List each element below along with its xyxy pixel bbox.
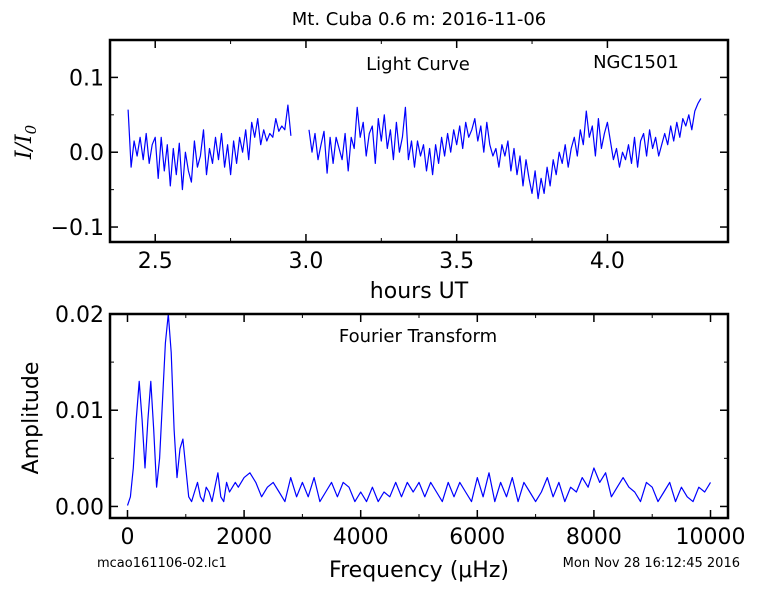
light-curve-y-tick-label: −0.1	[51, 216, 104, 241]
light-curve-frame	[108, 38, 730, 244]
light-curve-y-ticks: −0.1 0.0 0.1	[51, 66, 728, 241]
light-curve-x-axis-label: hours UT	[370, 279, 469, 304]
light-curve-line-1	[308, 98, 702, 200]
light-curve-label: Light Curve	[366, 54, 470, 75]
fourier-y-axis-label: Amplitude	[19, 362, 44, 475]
light-curve-y-tick-label: 0.0	[69, 141, 104, 166]
light-curve-line-0	[127, 104, 292, 191]
light-curve-x-tick-label: 4.0	[590, 249, 625, 274]
fourier-y-tick-label: 0.00	[55, 495, 104, 520]
footer-timestamp: Mon Nov 28 16:12:45 2016	[563, 556, 740, 571]
figure-title: Mt. Cuba 0.6 m: 2016-11-06	[292, 9, 546, 30]
fourier-x-tick-label: 2000	[216, 525, 272, 550]
fourier-x-tick-label: 6000	[449, 525, 505, 550]
light-curve-series	[127, 98, 702, 200]
fourier-label: Fourier Transform	[339, 326, 497, 347]
fourier-line-0	[126, 313, 712, 506]
fourier-x-ticks: 0 2000 4000 6000 8000 10000	[120, 314, 746, 550]
light-curve-y-tick-label: 0.1	[69, 66, 104, 91]
object-name-label: NGC1501	[593, 52, 679, 73]
footer-filename: mcao161106-02.lc1	[97, 556, 227, 571]
fourier-panel: 0 2000 4000 6000 8000 10000 0.00 0.01 0.02 Four…	[19, 303, 746, 583]
light-curve-x-ticks: 2.5 3.0 3.5 4.0	[138, 40, 625, 274]
fourier-frame	[108, 312, 730, 520]
light-curve-x-tick-label: 3.0	[288, 249, 323, 274]
light-curve-panel: 2.5 3.0 3.5 4.0 −0.1 0.0 0.1 Light Curve NGC1…	[12, 38, 730, 304]
fourier-y-tick-label: 0.02	[55, 303, 104, 328]
fourier-x-tick-label: 4000	[333, 525, 389, 550]
light-curve-x-tick-label: 3.5	[439, 249, 474, 274]
light-curve-y-axis-label: I/I0	[12, 124, 40, 160]
fourier-x-axis-label: Frequency (μHz)	[329, 558, 509, 583]
fourier-x-tick-label: 10000	[676, 525, 746, 550]
fourier-x-tick-label: 0	[120, 525, 134, 550]
fourier-series	[126, 313, 712, 506]
light-curve-x-tick-label: 2.5	[138, 249, 173, 274]
fourier-y-tick-label: 0.01	[55, 399, 104, 424]
fourier-x-tick-label: 8000	[566, 525, 622, 550]
